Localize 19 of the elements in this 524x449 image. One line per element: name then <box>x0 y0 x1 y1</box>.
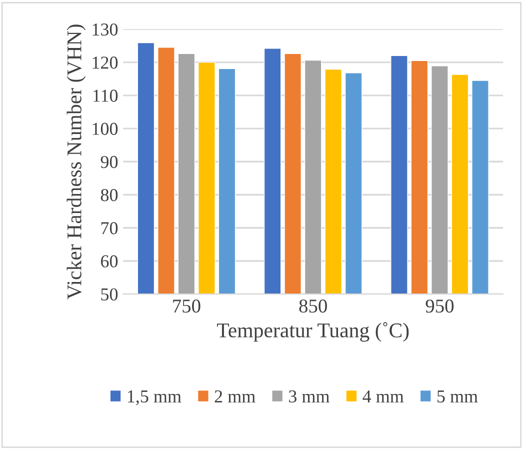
x-tick-label: 750 <box>173 300 200 313</box>
legend-label: 5 mm <box>437 390 478 403</box>
y-tick-label: 130 <box>92 23 118 36</box>
legend-label: 1,5 mm <box>128 390 182 406</box>
legend-label: 3 mm <box>289 390 330 403</box>
y-axis-title: Vicker Hardness Number (VHN) <box>66 24 86 300</box>
x-tick-label: 850 <box>299 300 327 313</box>
y-tick-label: 50 <box>101 288 118 301</box>
y-tick-label: 60 <box>101 255 118 268</box>
y-tick-label: 80 <box>100 189 118 202</box>
y-tick-label: 100 <box>92 122 118 135</box>
y-tick-label: 110 <box>93 90 118 102</box>
y-tick-label: 120 <box>92 56 118 69</box>
y-tick-label: 70 <box>101 222 118 234</box>
x-axis-title: Temperatur Tuang (˚C) <box>216 322 409 342</box>
y-tick-label: 90 <box>100 156 118 168</box>
legend-label: 4 mm <box>362 390 404 402</box>
x-tick-label: 950 <box>426 300 454 313</box>
legend-label: 2 mm <box>214 390 256 402</box>
